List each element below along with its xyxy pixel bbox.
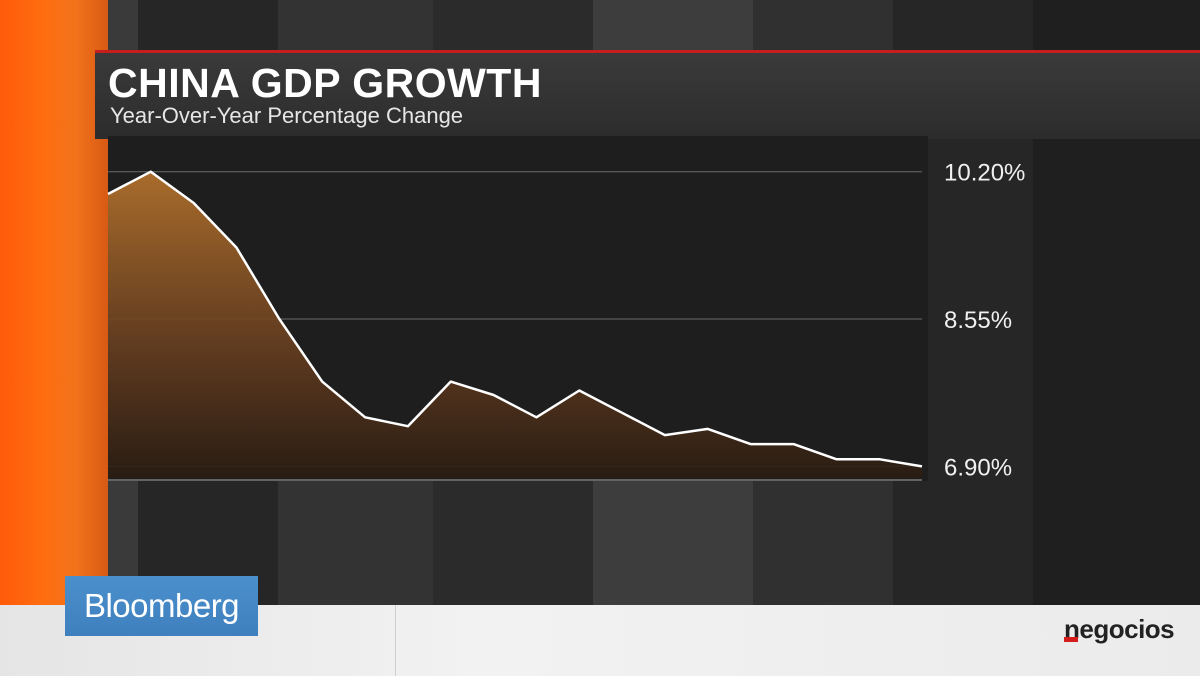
- orange-side-bar: [0, 0, 108, 676]
- lower-third-divider: [395, 605, 396, 676]
- gdp-series-line: [107, 170, 923, 468]
- negocios-logo: negocios: [1064, 614, 1175, 644]
- y-tick-label: 10.20%: [944, 160, 1025, 187]
- negocios-logo-mark: [1064, 637, 1078, 642]
- y-tick-label: 6.90%: [944, 454, 1012, 481]
- y-tick-label: 8.55%: [944, 307, 1012, 334]
- gdp-area-fill: [108, 171, 922, 478]
- chart-title: CHINA GDP GROWTH: [108, 60, 542, 106]
- bloomberg-logo: Bloomberg: [65, 576, 258, 636]
- title-strip: [95, 50, 1200, 139]
- chart-subtitle: Year-Over-Year Percentage Change: [110, 103, 464, 128]
